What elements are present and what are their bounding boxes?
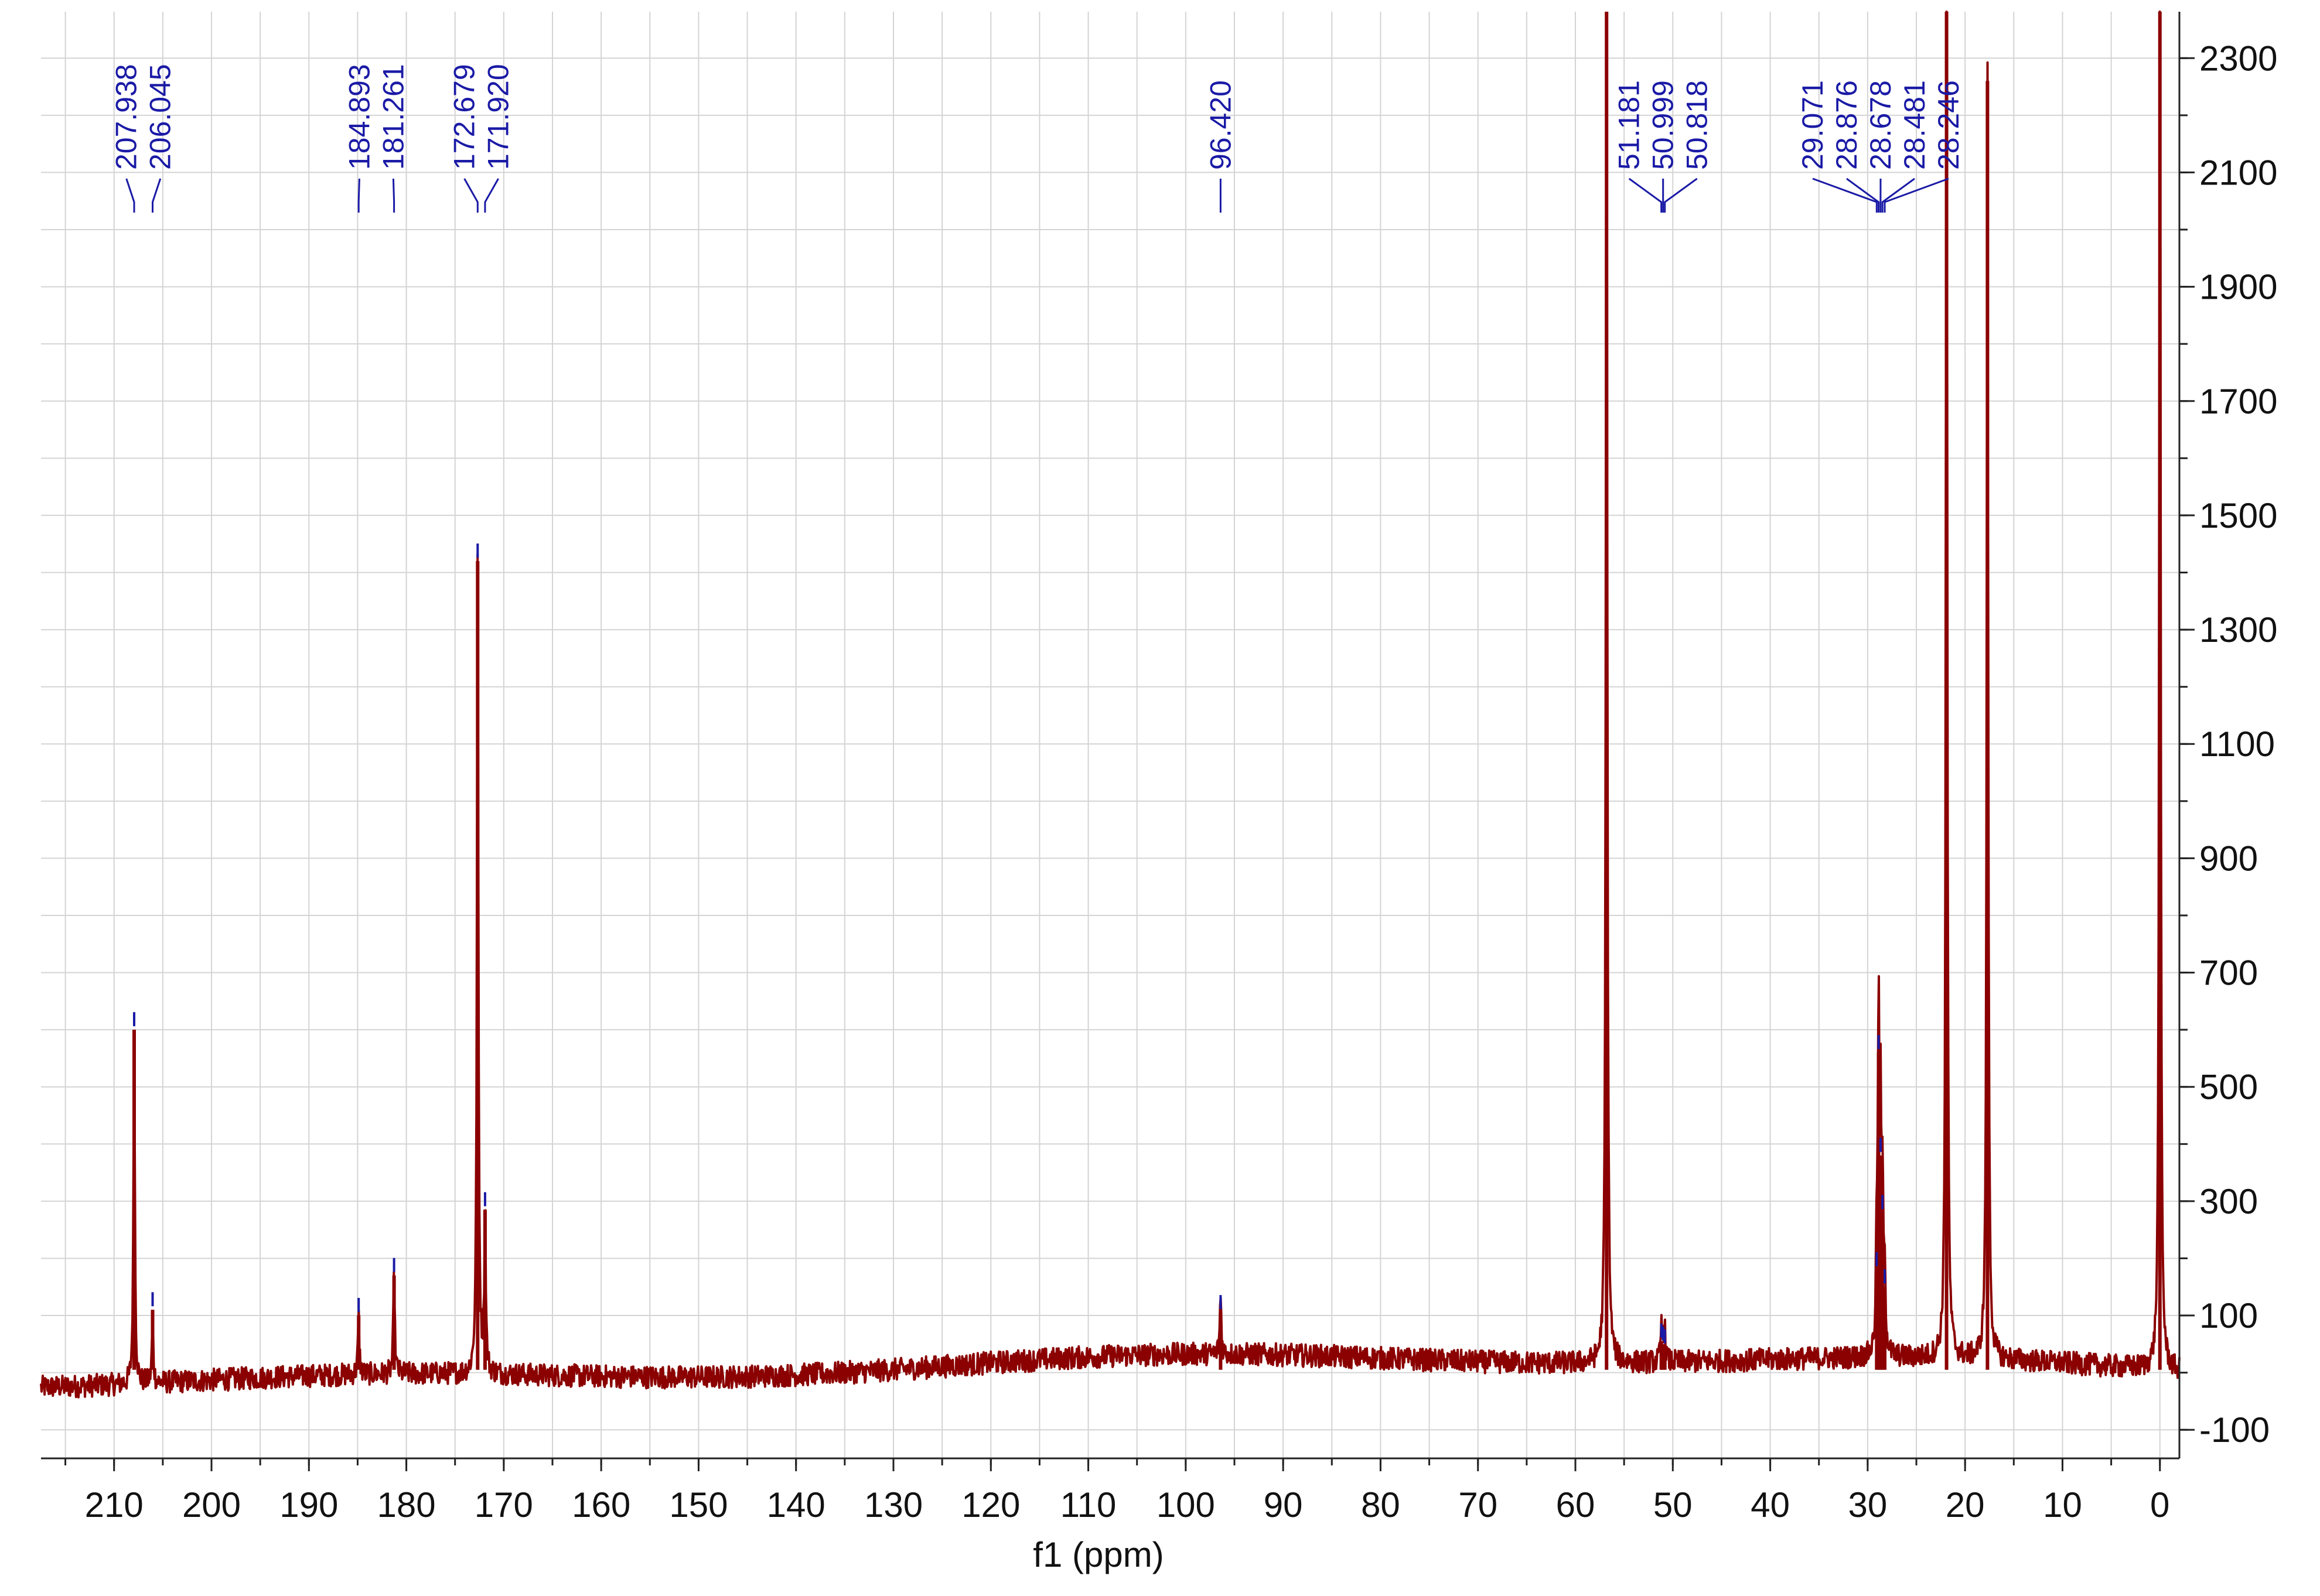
x-tick-label: 130 [864, 1485, 923, 1525]
x-tick-label: 200 [182, 1485, 241, 1525]
x-tick-label: 40 [1751, 1485, 1790, 1525]
peak-leader-line [1628, 177, 1663, 213]
y-tick-label: 1900 [2199, 268, 2277, 307]
peak-label: 28.678 [1864, 80, 1897, 170]
peak-label: 28.876 [1830, 80, 1863, 170]
peak-label: 172.679 [448, 64, 481, 170]
x-tick-label: 170 [475, 1485, 533, 1525]
y-tick-label: -100 [2199, 1410, 2270, 1450]
x-tick-label: 140 [767, 1485, 825, 1525]
peak-label-layer: 207.938 206.045 184.893 181.261 172.679 171.9… [110, 64, 1965, 1344]
x-tick-label: 20 [1946, 1485, 1985, 1525]
peak-label: 96.420 [1204, 80, 1237, 170]
peak-label: 50.999 [1647, 80, 1680, 170]
peak-leader-line [1846, 177, 1880, 213]
y-tick-label: 1700 [2199, 382, 2277, 421]
y-tick-label: 700 [2199, 954, 2258, 993]
x-tick-label: 90 [1264, 1485, 1303, 1525]
peak-leader-line [1881, 177, 1915, 213]
x-tick-label: 50 [1653, 1485, 1693, 1525]
peak-label: 171.920 [482, 64, 515, 170]
y-tick-label: 1500 [2199, 496, 2277, 535]
x-tick-label: 30 [1848, 1485, 1888, 1525]
y-tick-label: 300 [2199, 1182, 2258, 1221]
peak-leader-line [151, 178, 162, 213]
y-tick-label: 500 [2199, 1068, 2258, 1107]
peak-leader-line [1812, 177, 1878, 213]
y-tick-label: 2300 [2199, 39, 2277, 78]
peak-leader-line [1664, 177, 1698, 213]
peak-leader-line [125, 178, 135, 213]
y-tick-label: 900 [2199, 839, 2258, 878]
y-tick-label: 100 [2199, 1296, 2258, 1335]
x-tick-label: 100 [1156, 1485, 1215, 1525]
y-tick-label: 1100 [2199, 724, 2275, 764]
y-tick-label: 2100 [2199, 153, 2277, 192]
peak-label: 51.181 [1613, 80, 1646, 170]
x-axis-title: f1 (ppm) [1033, 1535, 1164, 1574]
x-tick-label: 180 [377, 1485, 436, 1525]
x-tick-label: 0 [2150, 1485, 2169, 1525]
peak-label: 181.261 [377, 64, 410, 170]
peak-label: 50.818 [1681, 80, 1714, 170]
x-tick-label: 70 [1458, 1485, 1497, 1525]
grid-layer [41, 12, 2179, 1458]
peak-label: 28.246 [1932, 80, 1965, 170]
peak-label: 184.893 [343, 64, 376, 170]
x-tick-label: 150 [669, 1485, 728, 1525]
peak-leader-line [392, 178, 395, 213]
spectrum-trace [40, 11, 2181, 1399]
peak-leader-line [484, 178, 499, 213]
x-tick-label: 110 [1060, 1485, 1117, 1525]
y-tick-label: 1300 [2199, 610, 2277, 650]
x-tick-label: 120 [961, 1485, 1020, 1525]
peak-leader-line [1884, 177, 1949, 213]
x-tick-label: 60 [1556, 1485, 1595, 1525]
spectrum-layer [40, 11, 2181, 1399]
x-tick-label: 190 [279, 1485, 338, 1525]
peak-label: 28.481 [1898, 80, 1931, 170]
x-tick-label: 10 [2043, 1485, 2082, 1525]
peak-label: 29.071 [1796, 80, 1829, 170]
x-tick-label: 80 [1361, 1485, 1400, 1525]
peak-label: 206.045 [144, 64, 177, 170]
x-tick-label: 210 [85, 1485, 144, 1525]
frame-layer: 210 200 190 180 170 160 150 140 130 120 110 100 90 80… [41, 12, 2277, 1525]
peak-label: 207.938 [110, 64, 143, 170]
peak-leader-line [463, 178, 479, 213]
x-tick-label: 160 [572, 1485, 630, 1525]
